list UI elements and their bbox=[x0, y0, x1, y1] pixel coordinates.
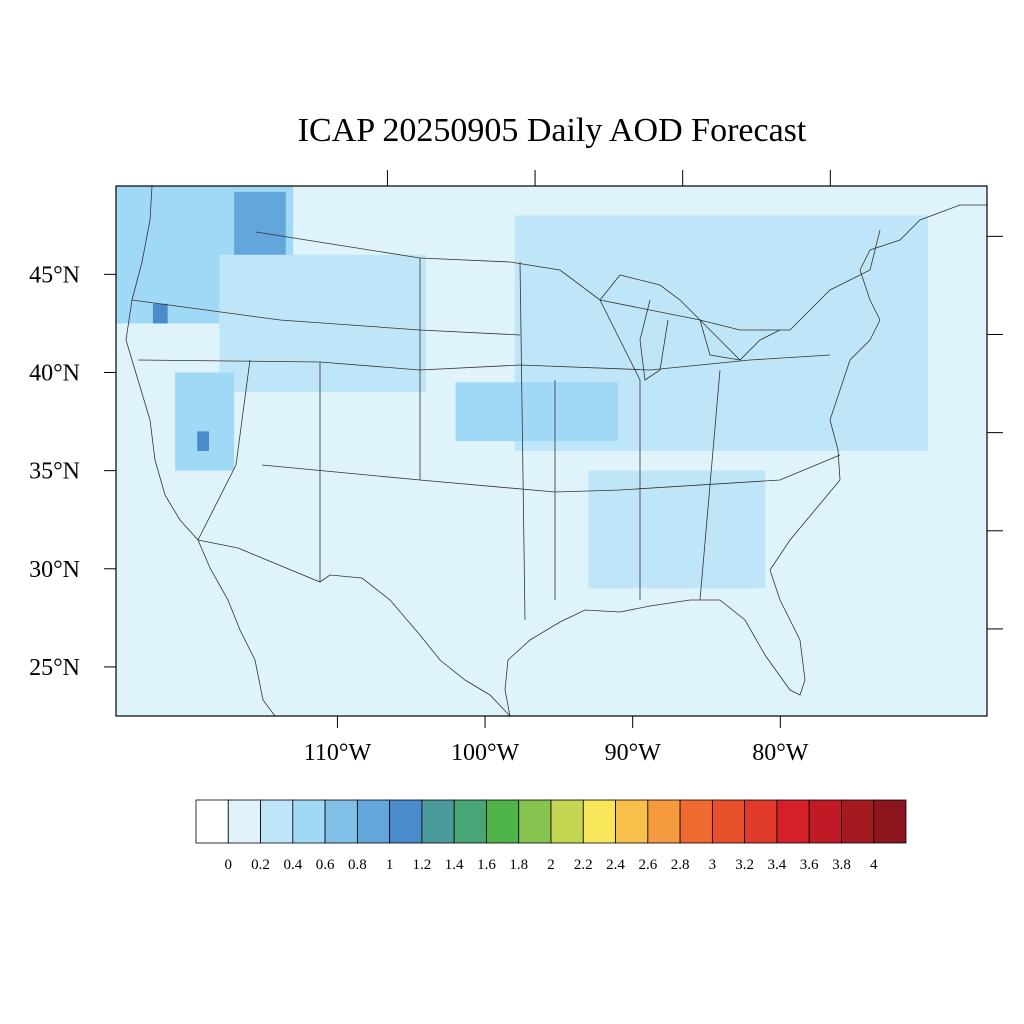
colorbar-swatch-14 bbox=[647, 799, 681, 844]
colorbar-swatch-9 bbox=[486, 799, 520, 844]
colorbar-swatch-2 bbox=[260, 799, 294, 844]
state-lines bbox=[131, 258, 841, 621]
colorbar-swatch-3 bbox=[292, 799, 326, 844]
aod-region-7 bbox=[152, 303, 168, 324]
map-panel: 110°W 100°W 90°W 80°W 45°N 40°N 35°N 30°N 25°N bbox=[29, 170, 1003, 766]
colorbar-swatch-12 bbox=[582, 799, 616, 844]
aod-region-4 bbox=[588, 470, 766, 589]
aod-field bbox=[116, 186, 928, 589]
colorbar-swatch-0 bbox=[195, 799, 229, 844]
great-lakes bbox=[599, 274, 781, 381]
colorbar-swatch-21 bbox=[873, 799, 907, 844]
mexico-border bbox=[197, 539, 511, 716]
aod-region-5 bbox=[175, 372, 235, 471]
colorbar-label-10: 2 bbox=[547, 857, 555, 873]
colorbar-label-20: 4 bbox=[870, 857, 878, 873]
colorbar-label-1: 0.2 bbox=[251, 857, 270, 873]
colorbar-swatch-15 bbox=[679, 799, 713, 844]
colorbar-swatch-13 bbox=[615, 799, 649, 844]
colorbar-label-17: 3.4 bbox=[768, 857, 787, 873]
x-tick-label-0: 110°W bbox=[304, 740, 372, 766]
longitude-labels: 110°W 100°W 90°W 80°W bbox=[304, 740, 809, 766]
colorbar-label-4: 0.8 bbox=[348, 857, 367, 873]
colorbar-swatch-4 bbox=[324, 799, 358, 844]
canada-border bbox=[255, 229, 881, 331]
y-tick-label-4: 25°N bbox=[29, 655, 80, 681]
atlantic-coast bbox=[769, 204, 987, 571]
gulf-coast bbox=[504, 569, 806, 716]
colorbar-label-7: 1.4 bbox=[445, 857, 464, 873]
x-tick-label-2: 90°W bbox=[605, 740, 662, 766]
colorbar-swatch-16 bbox=[711, 799, 746, 844]
colorbar-swatch-10 bbox=[518, 799, 552, 844]
y-tick-label-0: 45°N bbox=[29, 262, 80, 288]
latitude-labels: 45°N 40°N 35°N 30°N 25°N bbox=[29, 262, 80, 681]
aod-region-8 bbox=[197, 431, 210, 451]
colorbar-swatch-7 bbox=[421, 799, 455, 844]
colorbar bbox=[195, 799, 907, 844]
colorbar-swatch-20 bbox=[841, 799, 875, 844]
colorbar-label-11: 2.2 bbox=[574, 857, 593, 873]
axis-ticks bbox=[104, 170, 1003, 728]
colorbar-swatch-19 bbox=[808, 799, 842, 844]
colorbar-label-3: 0.6 bbox=[316, 857, 335, 873]
aod-region-3 bbox=[455, 382, 618, 442]
colorbar-label-19: 3.8 bbox=[832, 857, 851, 873]
colorbar-swatch-1 bbox=[227, 799, 261, 844]
colorbar-label-14: 2.8 bbox=[671, 857, 690, 873]
colorbar-labels: 0 0.2 0.4 0.6 0.8 1 1.2 1.4 1.6 1.8 2 2.2 2.4 2.6 2.8 3… bbox=[225, 857, 878, 873]
colorbar-label-2: 0.4 bbox=[283, 857, 302, 873]
colorbar-label-15: 3 bbox=[709, 857, 717, 873]
colorbar-label-5: 1 bbox=[386, 857, 394, 873]
y-tick-label-1: 40°N bbox=[29, 360, 80, 386]
colorbar-label-6: 1.2 bbox=[413, 857, 432, 873]
colorbar-label-12: 2.4 bbox=[606, 857, 625, 873]
aod-region-6 bbox=[234, 191, 286, 255]
colorbar-label-16: 3.2 bbox=[735, 857, 754, 873]
map-frame bbox=[115, 185, 988, 717]
state-boundaries bbox=[125, 186, 987, 716]
colorbar-swatch-6 bbox=[389, 799, 423, 844]
colorbar-label-9: 1.8 bbox=[509, 857, 528, 873]
colorbar-swatch-18 bbox=[776, 799, 810, 844]
y-tick-label-3: 30°N bbox=[29, 557, 80, 583]
figure-title: ICAP 20250905 Daily AOD Forecast bbox=[298, 112, 807, 149]
colorbar-swatch-11 bbox=[550, 799, 584, 844]
colorbar-label-0: 0 bbox=[225, 857, 233, 873]
y-tick-label-2: 35°N bbox=[29, 459, 80, 485]
x-tick-label-1: 100°W bbox=[451, 740, 520, 766]
colorbar-swatch-17 bbox=[744, 799, 778, 844]
colorbar-label-18: 3.6 bbox=[800, 857, 819, 873]
x-tick-label-3: 80°W bbox=[752, 740, 809, 766]
us-outline bbox=[125, 186, 276, 716]
colorbar-swatch-8 bbox=[453, 799, 487, 844]
colorbar-label-13: 2.6 bbox=[638, 857, 657, 873]
colorbar-label-8: 1.6 bbox=[477, 857, 496, 873]
colorbar-swatch-5 bbox=[356, 799, 391, 844]
